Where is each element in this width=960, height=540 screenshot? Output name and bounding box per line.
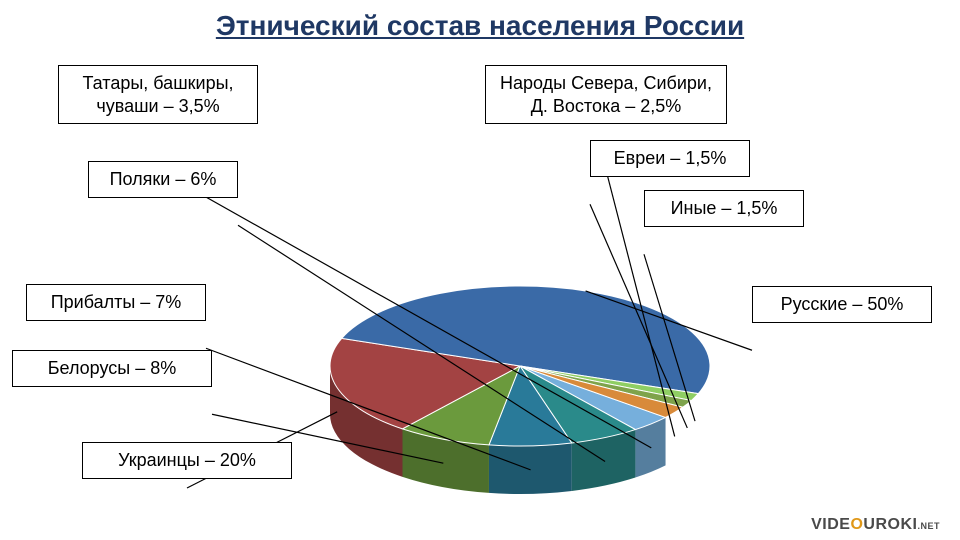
label-north: Народы Севера, Сибири, Д. Востока – 2,5% bbox=[485, 65, 727, 124]
label-text: Иные – 1,5% bbox=[671, 198, 778, 218]
footer-stripe bbox=[0, 504, 960, 514]
label-jews: Евреи – 1,5% bbox=[590, 140, 750, 177]
label-text: Белорусы – 8% bbox=[48, 358, 177, 378]
label-text: Татары, башкиры, bbox=[82, 73, 233, 93]
label-belarusians: Белорусы – 8% bbox=[12, 350, 212, 387]
label-text: Народы Севера, Сибири, bbox=[500, 73, 712, 93]
label-ukrainians: Украинцы – 20% bbox=[82, 442, 292, 479]
label-text: Евреи – 1,5% bbox=[614, 148, 727, 168]
pie-side-balts bbox=[489, 443, 572, 494]
label-other: Иные – 1,5% bbox=[644, 190, 804, 227]
watermark: VIDEOUROKI.NET bbox=[811, 516, 940, 534]
label-russians: Русские – 50% bbox=[752, 286, 932, 323]
label-text: Д. Востока – 2,5% bbox=[531, 96, 682, 116]
label-balts: Прибалты – 7% bbox=[26, 284, 206, 321]
label-text: чуваши – 3,5% bbox=[96, 96, 219, 116]
label-poles: Поляки – 6% bbox=[88, 161, 238, 198]
label-tatars: Татары, башкиры, чуваши – 3,5% bbox=[58, 65, 258, 124]
label-text: Поляки – 6% bbox=[110, 169, 217, 189]
page-title: Этнический состав населения России bbox=[0, 0, 960, 46]
label-text: Русские – 50% bbox=[781, 294, 904, 314]
label-text: Прибалты – 7% bbox=[51, 292, 182, 312]
label-text: Украинцы – 20% bbox=[118, 450, 256, 470]
